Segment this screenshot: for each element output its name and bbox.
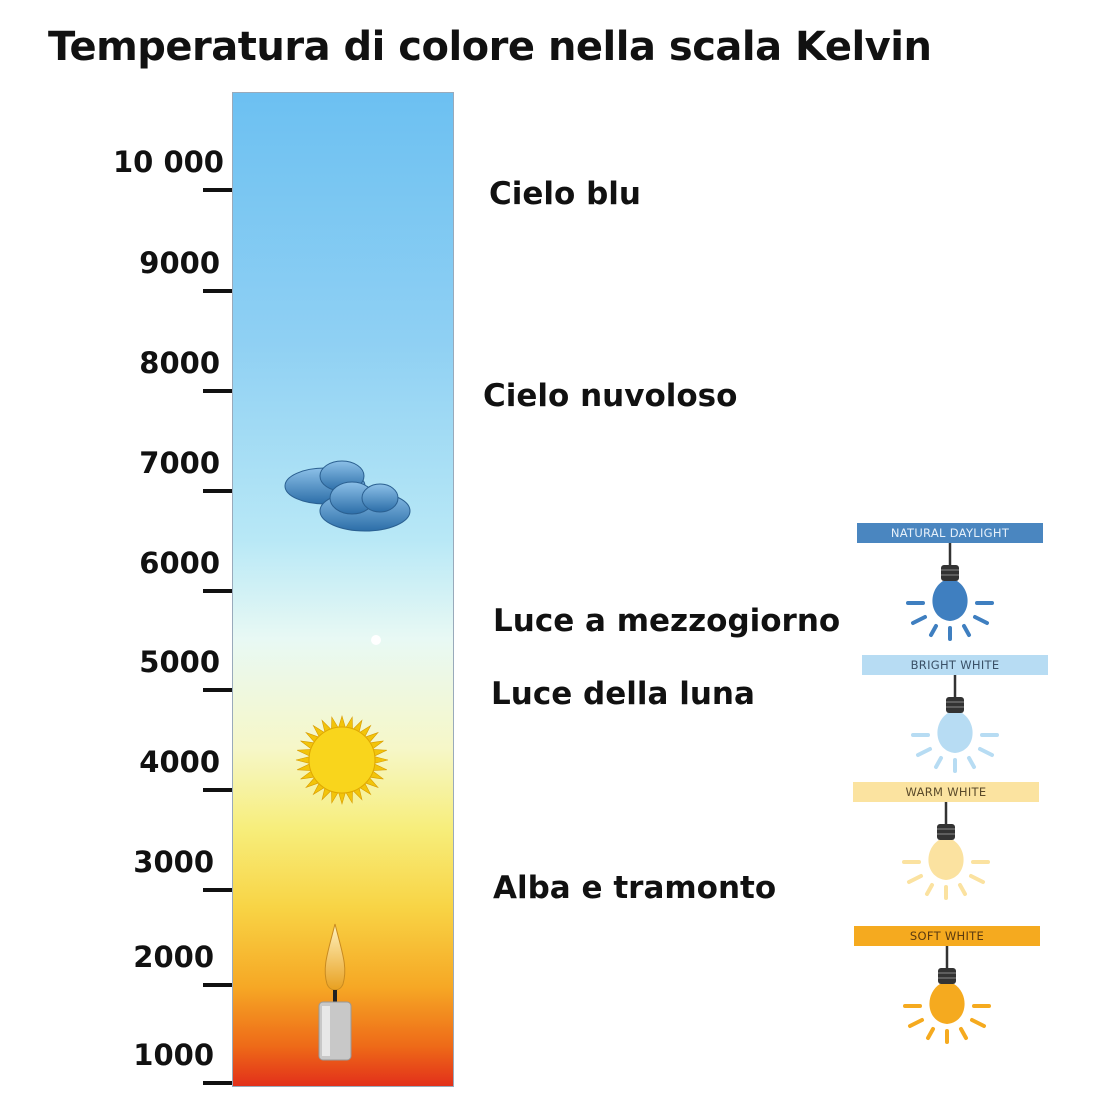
bulb-label: NATURAL DAYLIGHT bbox=[857, 523, 1043, 543]
label-luce-mezzogiorno: Luce a mezzogiorno bbox=[493, 603, 841, 639]
tick-mark bbox=[203, 489, 232, 493]
tick-mark bbox=[203, 389, 232, 393]
tick-mark bbox=[203, 589, 232, 593]
light-bulb-icon bbox=[906, 543, 994, 641]
sun-icon bbox=[295, 714, 389, 806]
bulb-bright-white: BRIGHT WHITE bbox=[862, 655, 1048, 775]
tick-label: 10 000 bbox=[113, 145, 224, 179]
bulb-label: BRIGHT WHITE bbox=[862, 655, 1048, 675]
tick-label: 9000 bbox=[139, 246, 220, 280]
tick-label: 8000 bbox=[139, 346, 220, 380]
tick-label: 3000 bbox=[133, 845, 214, 879]
tick-mark bbox=[203, 688, 232, 692]
tick-mark bbox=[203, 1081, 232, 1085]
label-luce-luna: Luce della luna bbox=[491, 676, 755, 712]
bulb-soft-white: SOFT WHITE bbox=[854, 926, 1040, 1046]
light-bulb-icon bbox=[911, 675, 999, 773]
tick-mark bbox=[203, 888, 232, 892]
tick-mark bbox=[203, 788, 232, 792]
label-cielo-blu: Cielo blu bbox=[489, 176, 642, 212]
label-cielo-nuvoloso: Cielo nuvoloso bbox=[483, 378, 738, 414]
cloud-icon bbox=[284, 460, 411, 532]
tick-label: 6000 bbox=[139, 546, 220, 580]
color-temperature-gradient-bar bbox=[232, 92, 454, 1087]
bulb-warm-white: WARM WHITE bbox=[853, 782, 1039, 902]
tick-label: 7000 bbox=[139, 446, 220, 480]
label-alba-tramonto: Alba e tramonto bbox=[493, 870, 777, 906]
tick-label: 1000 bbox=[133, 1038, 214, 1072]
light-bulb-icon bbox=[903, 946, 991, 1044]
bulb-label: SOFT WHITE bbox=[854, 926, 1040, 946]
moon-dot-icon bbox=[371, 635, 381, 645]
bulb-natural-daylight: NATURAL DAYLIGHT bbox=[857, 523, 1043, 643]
tick-mark bbox=[203, 983, 232, 987]
light-bulb-icon bbox=[902, 802, 990, 900]
bulb-label: WARM WHITE bbox=[853, 782, 1039, 802]
tick-label: 4000 bbox=[139, 745, 220, 779]
tick-mark bbox=[203, 289, 232, 293]
page-title: Temperatura di colore nella scala Kelvin bbox=[48, 24, 932, 70]
tick-mark bbox=[203, 188, 232, 192]
tick-label: 5000 bbox=[139, 645, 220, 679]
tick-label: 2000 bbox=[133, 940, 214, 974]
candle-icon bbox=[318, 923, 352, 1061]
